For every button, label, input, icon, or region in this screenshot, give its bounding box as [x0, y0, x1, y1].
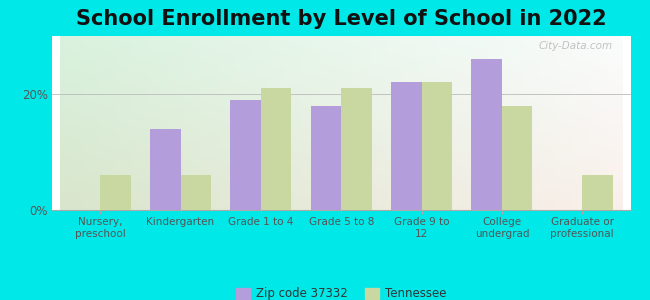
- Bar: [341, 88, 372, 210]
- Title: School Enrollment by Level of School in 2022: School Enrollment by Level of School in …: [76, 9, 606, 29]
- Bar: [391, 82, 422, 210]
- Bar: [502, 106, 532, 210]
- Bar: [181, 175, 211, 210]
- Bar: [422, 82, 452, 210]
- Legend: Zip code 37332, Tennessee: Zip code 37332, Tennessee: [231, 283, 452, 300]
- Bar: [582, 175, 613, 210]
- Bar: [261, 88, 291, 210]
- Bar: [311, 106, 341, 210]
- Bar: [150, 129, 181, 210]
- Bar: [471, 59, 502, 210]
- Bar: [100, 175, 131, 210]
- Bar: [230, 100, 261, 210]
- Text: City-Data.com: City-Data.com: [539, 41, 613, 51]
